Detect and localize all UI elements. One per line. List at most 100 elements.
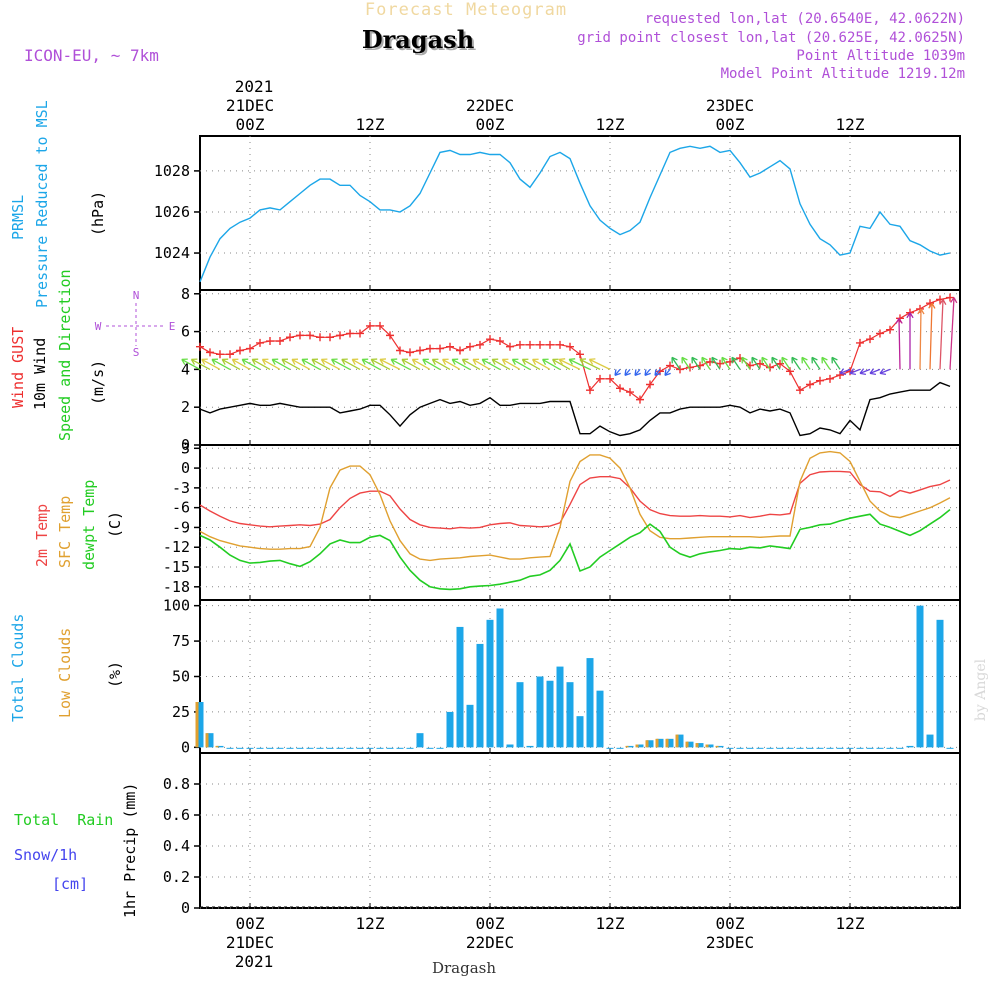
gust-marker bbox=[816, 376, 824, 385]
total-cloud-bar bbox=[456, 626, 464, 748]
wind-arrow bbox=[731, 357, 741, 370]
wind-arrow bbox=[589, 358, 611, 370]
wind-arrow bbox=[929, 303, 933, 370]
wind-arrow-head bbox=[481, 358, 489, 365]
bottom-hour-label: 00Z bbox=[716, 914, 745, 933]
gust-marker bbox=[266, 337, 274, 346]
gust-marker bbox=[526, 340, 534, 349]
dewpt-label: dewpt Temp bbox=[80, 480, 98, 570]
y-tick-label: 1026 bbox=[154, 203, 190, 221]
low-cloud-bar bbox=[705, 744, 709, 748]
wind-arrow-head bbox=[491, 358, 499, 365]
wind-arrow-head bbox=[511, 358, 519, 365]
wind-arrow bbox=[390, 358, 411, 370]
low-cloud-bar bbox=[665, 738, 669, 748]
wind-arrow bbox=[351, 358, 371, 370]
total-cloud-bar bbox=[686, 741, 694, 748]
total-cloud-bar bbox=[506, 744, 514, 748]
gust-marker bbox=[866, 335, 874, 344]
gust-marker bbox=[516, 340, 524, 349]
gust-marker bbox=[396, 346, 404, 355]
low-cloud-bar bbox=[205, 733, 209, 748]
wind-arrow-head bbox=[542, 358, 549, 365]
wind-arrow bbox=[472, 358, 491, 370]
wind-arrow bbox=[331, 358, 351, 370]
y-tick-label: -18 bbox=[163, 578, 190, 596]
wind-arrow-head bbox=[431, 358, 439, 365]
wind-arrow bbox=[751, 357, 761, 370]
grid-point-coords: grid point closest lon,lat (20.625E, 42.… bbox=[577, 30, 965, 46]
wind-arrow bbox=[691, 357, 701, 370]
wind-arrow bbox=[370, 358, 391, 370]
wind-arrow bbox=[701, 357, 711, 370]
wind-arrow bbox=[664, 368, 671, 376]
wind-arrow bbox=[422, 358, 441, 370]
total-cloud-bar bbox=[526, 745, 534, 748]
total-cloud-bar bbox=[196, 702, 204, 748]
gust-marker bbox=[946, 293, 954, 302]
low-cloud-bar bbox=[635, 744, 639, 748]
wind-arrow-head bbox=[281, 358, 289, 365]
gust-marker bbox=[206, 348, 214, 357]
gust-marker bbox=[416, 346, 424, 355]
wind-arrow bbox=[451, 358, 471, 370]
precip-frame bbox=[199, 752, 961, 909]
bottom-hour-label: 12Z bbox=[596, 914, 625, 933]
gust-marker bbox=[596, 374, 604, 383]
gust-marker bbox=[386, 331, 394, 340]
total-cloud-bar bbox=[586, 658, 594, 748]
wind-arrow bbox=[552, 358, 571, 370]
total-cloud-bar bbox=[416, 733, 424, 748]
gust-marker bbox=[586, 386, 594, 395]
wind-arrow-head bbox=[939, 299, 947, 306]
wind-arrow bbox=[919, 308, 922, 370]
y-tick-label: 25 bbox=[172, 703, 190, 721]
compass-rose: N S W E bbox=[95, 289, 176, 359]
total-cloud-bar bbox=[476, 643, 484, 748]
pressure-panel: 1024 1026 1028 bbox=[154, 135, 961, 291]
bottom-hour-label: 00Z bbox=[236, 914, 265, 933]
y-tick-label: -15 bbox=[163, 558, 190, 576]
gust-marker bbox=[766, 363, 774, 372]
y-tick-label: 0.6 bbox=[163, 806, 190, 824]
y-tick-label: 0.8 bbox=[163, 775, 190, 793]
y-tick-label: -9 bbox=[172, 518, 190, 536]
wind-arrow-head bbox=[552, 358, 559, 365]
wind-arrow-head bbox=[634, 369, 641, 377]
watermark: by Angel bbox=[973, 658, 989, 721]
bottom-hour-label: 12Z bbox=[356, 914, 385, 933]
y-tick-label: 0 bbox=[181, 899, 190, 917]
requested-coords: requested lon,lat (20.6540E, 42.0622N) bbox=[645, 11, 965, 27]
wind-arrow bbox=[821, 357, 831, 370]
tsfc-line bbox=[199, 450, 951, 562]
wind-arrow-head bbox=[711, 356, 718, 364]
bottom-date-label: 23DEC bbox=[706, 933, 754, 952]
wind-arrow-head bbox=[211, 358, 219, 365]
temp-unit: (C) bbox=[106, 511, 124, 538]
wind-arrow bbox=[711, 357, 721, 370]
wind-arrow bbox=[644, 368, 651, 376]
wind-arrow-head bbox=[917, 308, 925, 315]
wind-arrow-head bbox=[251, 358, 259, 365]
wind-arrow bbox=[859, 368, 871, 374]
wind-arrow-head bbox=[664, 369, 671, 377]
wind-arrow-head bbox=[869, 368, 877, 375]
wind-arrow bbox=[462, 358, 481, 370]
gust-marker bbox=[776, 359, 784, 368]
wind-arrow bbox=[232, 358, 251, 370]
wind-arrow bbox=[512, 358, 531, 370]
top-hour-label: 12Z bbox=[356, 115, 385, 134]
pressure-label-1: PRMSL bbox=[9, 195, 27, 240]
total-cloud-bar bbox=[576, 716, 584, 748]
low-cloud-bar bbox=[715, 745, 719, 748]
wind-arrow bbox=[361, 358, 381, 370]
top-hour-label: 00Z bbox=[236, 115, 265, 134]
wind-arrow bbox=[614, 368, 621, 376]
low-cloud-bar bbox=[685, 741, 689, 748]
wind-frame bbox=[199, 289, 961, 446]
wind-arrow-head bbox=[361, 358, 369, 365]
gust-marker bbox=[466, 342, 474, 351]
wind-arrow-head bbox=[311, 358, 319, 365]
total-cloud-bar bbox=[596, 690, 604, 748]
